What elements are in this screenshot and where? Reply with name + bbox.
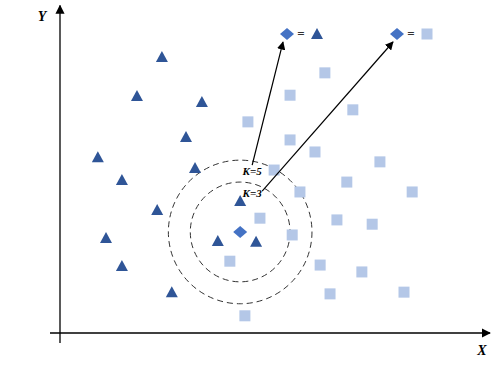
point-triangle (131, 90, 143, 101)
point-triangle (116, 260, 128, 271)
point-triangle (100, 232, 112, 243)
point-square (374, 156, 385, 167)
point-square (331, 214, 342, 225)
result-query (390, 28, 404, 40)
result-class (311, 28, 323, 39)
point-square (224, 256, 235, 267)
x-axis-label: X (476, 343, 487, 358)
arrow (252, 42, 283, 165)
point-triangle (92, 151, 104, 162)
y-axis-label: Y (38, 9, 48, 24)
point-square (239, 310, 250, 321)
point-square (294, 186, 305, 197)
point-triangle (180, 131, 192, 142)
point-square (254, 213, 265, 224)
result-equals: = (297, 26, 304, 41)
point-square (399, 287, 410, 298)
knn-diagram: X Y K=5 = K=3 = (0, 0, 500, 372)
point-triangle (156, 51, 168, 62)
point-triangle (151, 204, 163, 215)
point-triangle (250, 236, 262, 247)
point-square (356, 266, 367, 277)
point-triangle (116, 174, 128, 185)
point-triangle (212, 235, 224, 246)
neighborhood-circle (168, 160, 312, 304)
point-square (285, 134, 296, 145)
point-square (287, 229, 298, 240)
y-axis (59, 6, 60, 344)
point-square (341, 177, 352, 188)
point-square (407, 186, 418, 197)
result-equals: = (407, 26, 414, 41)
arrow (262, 42, 393, 191)
point-square (319, 67, 330, 78)
k-label: K=3 (242, 187, 263, 199)
point-square (315, 260, 326, 271)
x-axis (50, 332, 490, 333)
point-triangle (166, 286, 178, 297)
point-square (347, 104, 358, 115)
point-square (309, 146, 320, 157)
point-square (367, 219, 378, 230)
plot-area (92, 51, 418, 321)
point-square (325, 288, 336, 299)
point-diamond (233, 226, 247, 238)
point-square (285, 90, 296, 101)
neighborhood-circle (190, 182, 290, 282)
result-query (280, 28, 294, 40)
result-class (422, 29, 433, 40)
point-triangle (196, 96, 208, 107)
point-square (242, 116, 253, 127)
point-triangle (189, 162, 201, 173)
k-label: K=5 (242, 165, 263, 177)
